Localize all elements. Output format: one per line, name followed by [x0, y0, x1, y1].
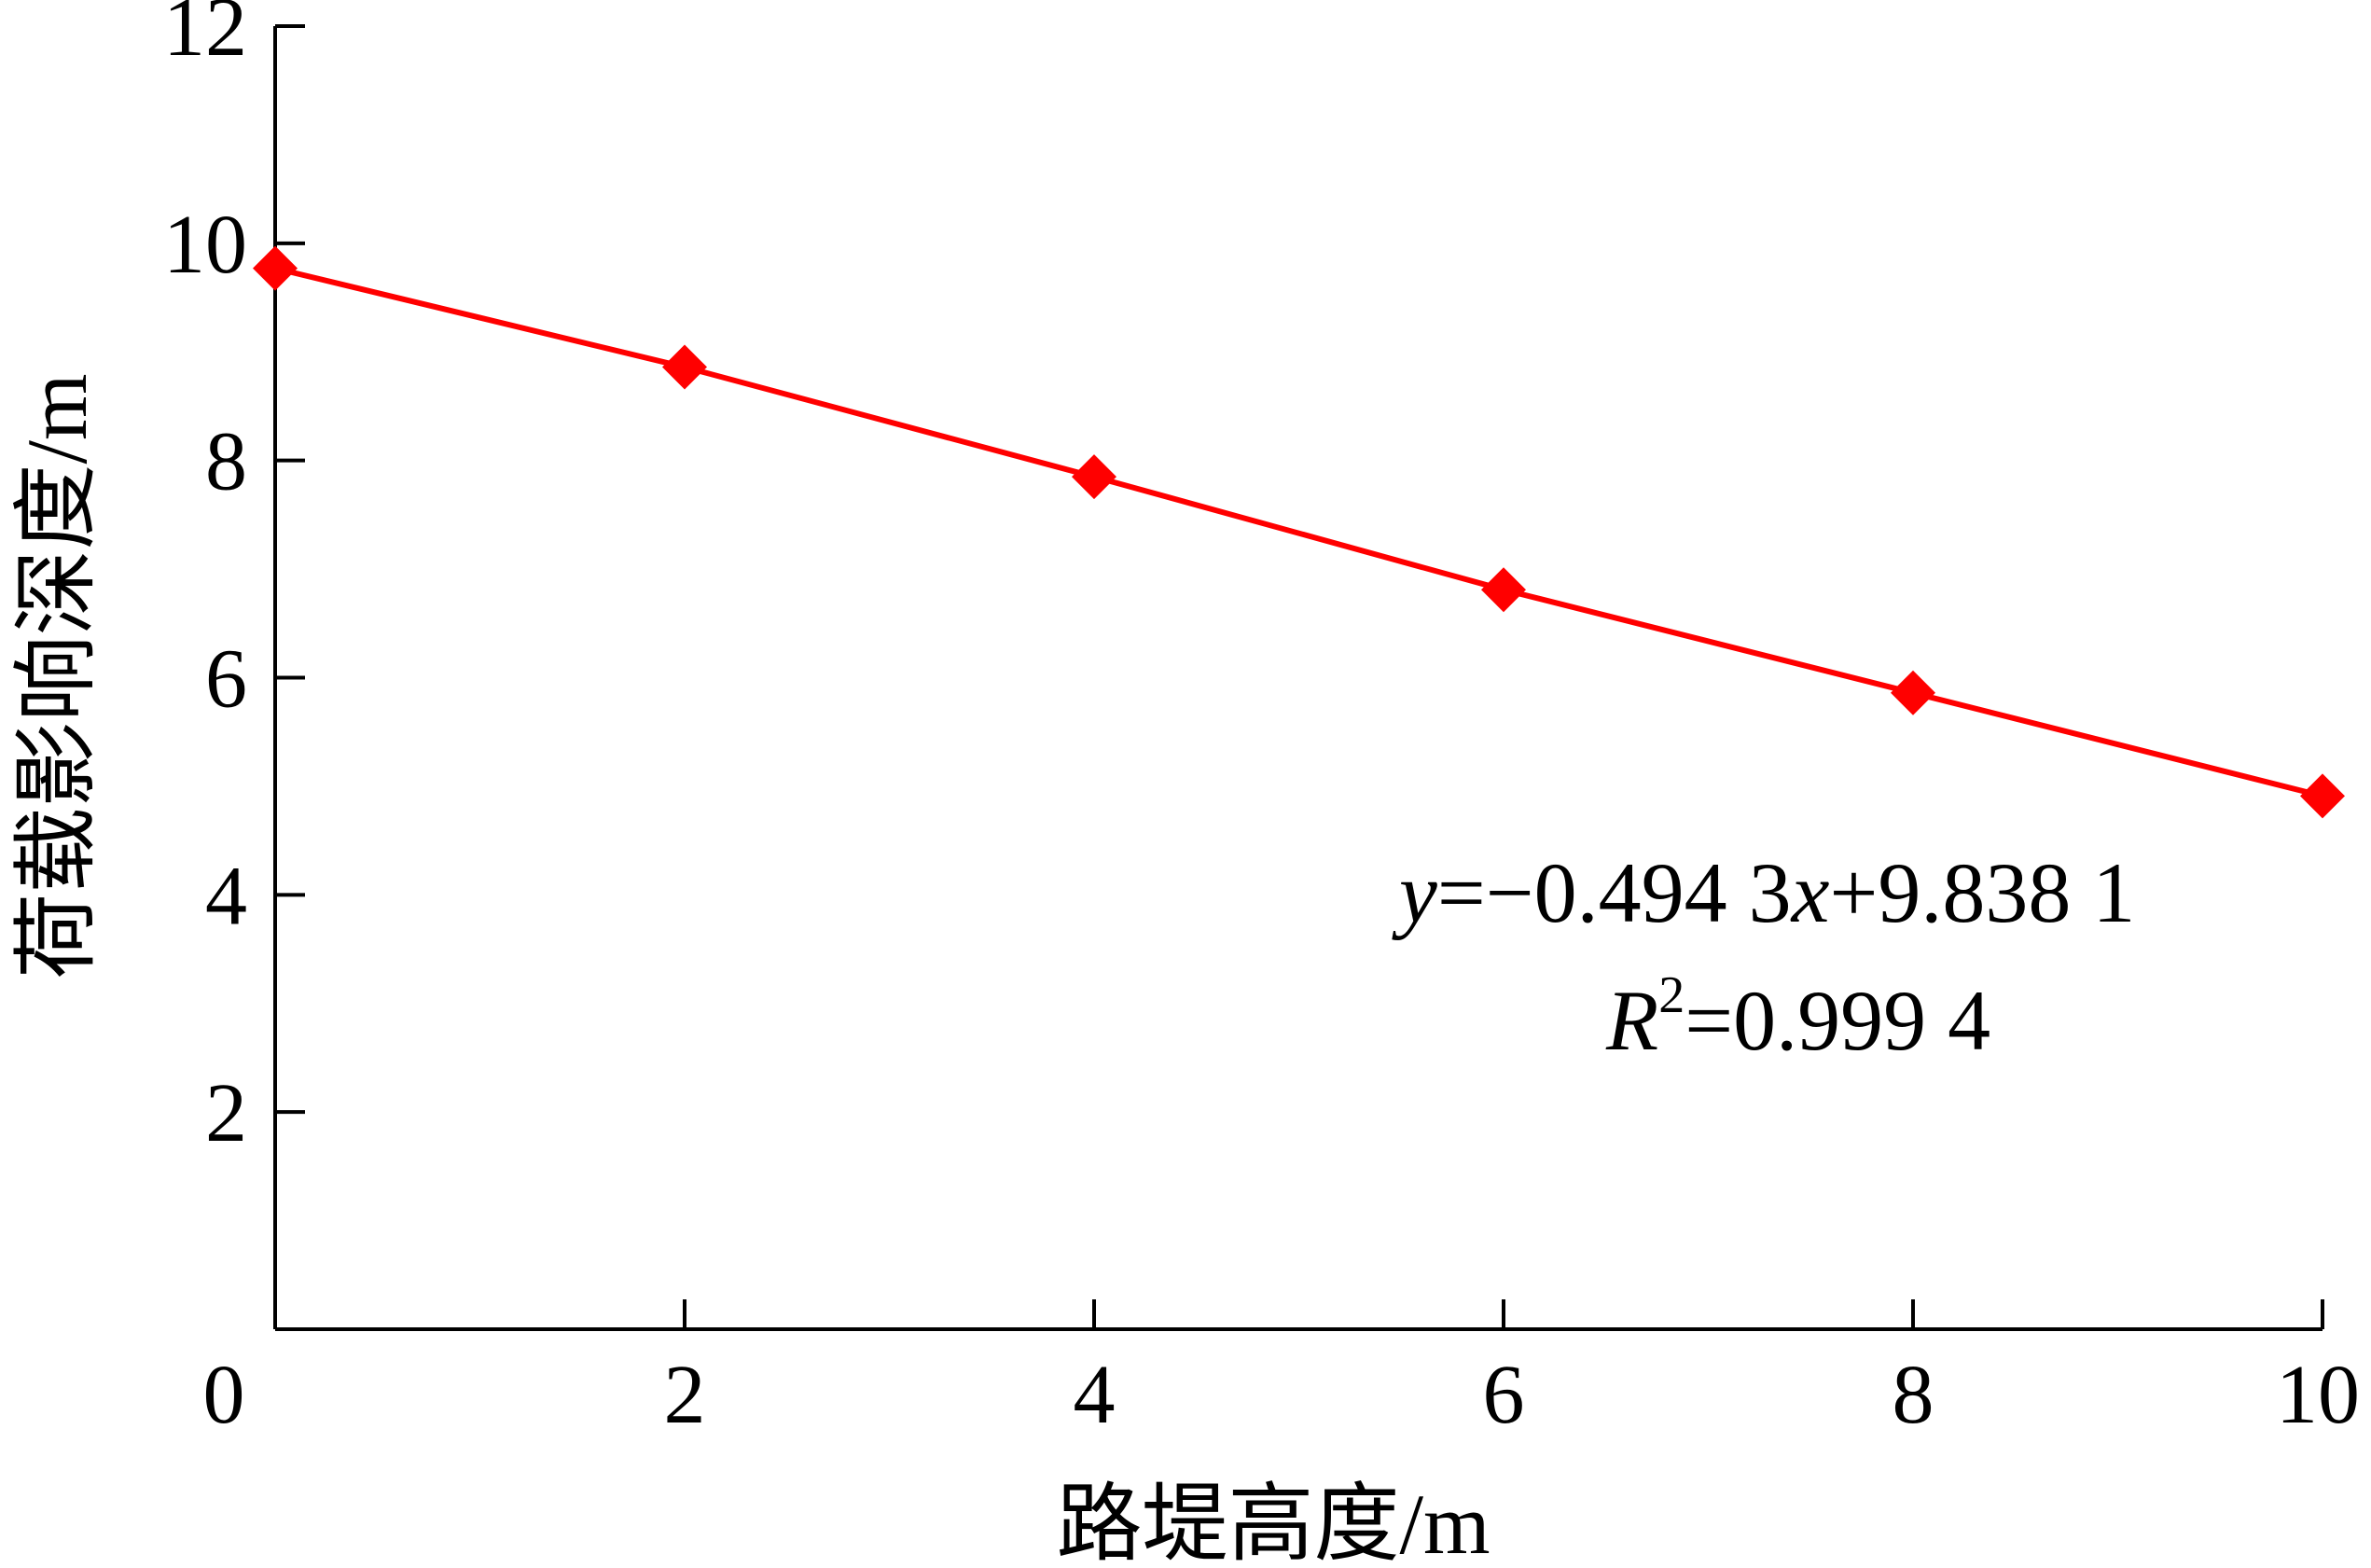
r-squared: R2=0.999 4: [1605, 966, 1990, 1068]
r-squared-sup: 2: [1658, 966, 1685, 1024]
x-tick-label: 2: [664, 1349, 706, 1441]
equation-x-var: x: [1790, 845, 1830, 940]
equation-part-1: =−0.494 3: [1437, 845, 1792, 940]
data-point-marker: [1072, 454, 1116, 500]
series-layer: [253, 245, 2345, 819]
x-tick-label: 10: [2276, 1349, 2360, 1441]
series-line: [274, 265, 2323, 799]
x-tick-label: 4: [1074, 1349, 1116, 1441]
y-axis-title: 荷载影响深度/m: [9, 373, 104, 978]
y-tick-label: 8: [205, 416, 247, 508]
data-point-marker: [253, 245, 298, 291]
y-ticks: 2 4 6 8 10 12: [163, 0, 305, 1159]
x-tick-label: 8: [1893, 1349, 1934, 1441]
equation-y-var: y: [1392, 845, 1437, 940]
y-tick-label: 6: [205, 633, 247, 726]
equation-part-2: +9.838 1: [1829, 845, 2135, 940]
r-squared-value: =0.999 4: [1685, 973, 1990, 1068]
y-tick-label: 2: [205, 1067, 247, 1159]
y-tick-label: 10: [163, 199, 247, 291]
data-point-marker: [1481, 567, 1526, 613]
data-point-marker: [662, 344, 707, 390]
data-point-marker: [2300, 773, 2345, 819]
fit-equation: y=−0.494 3x+9.838 1: [1392, 845, 2135, 940]
x-ticks: 0 2 4 6 8 10: [203, 1299, 2360, 1441]
y-tick-label: 4: [205, 850, 247, 942]
x-tick-label: 6: [1483, 1349, 1525, 1441]
data-point-marker: [1891, 670, 1935, 715]
x-axis-title: 路堤高度/m: [1056, 1477, 1490, 1568]
x-tick-label: 0: [203, 1349, 245, 1441]
r-squared-var: R: [1605, 973, 1658, 1068]
y-tick-label: 12: [163, 0, 247, 74]
